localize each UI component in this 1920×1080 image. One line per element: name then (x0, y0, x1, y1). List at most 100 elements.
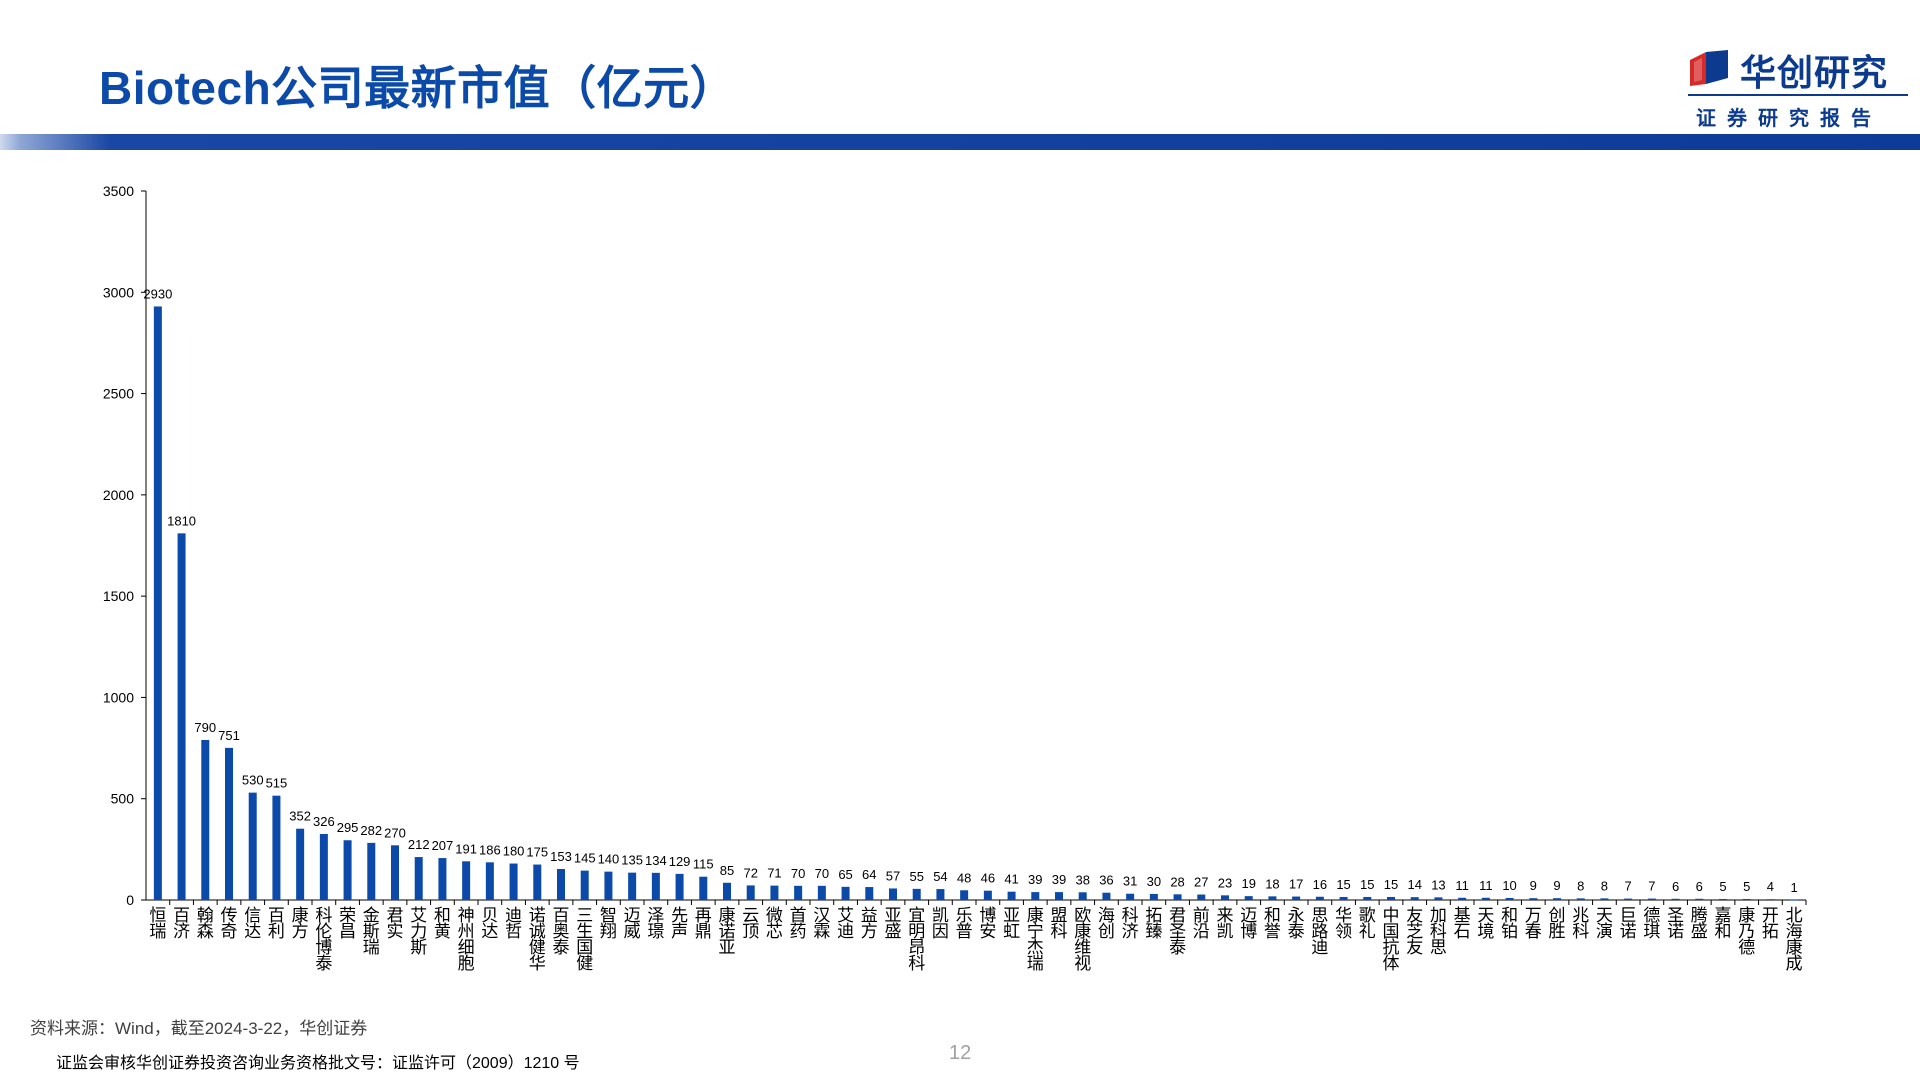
bar (1529, 898, 1538, 900)
bar (1315, 896, 1324, 900)
bar (746, 885, 755, 900)
value-label: 85 (720, 863, 734, 878)
category-label: 迪哲 (505, 906, 522, 941)
category-label: 益方 (861, 906, 878, 941)
bar (1244, 896, 1253, 900)
category-label: 三生国健 (576, 906, 593, 973)
category-label: 嘉和 (1715, 906, 1732, 941)
bar (1268, 896, 1277, 900)
bar (1078, 892, 1087, 900)
value-label: 153 (550, 849, 572, 864)
value-label: 14 (1407, 877, 1421, 892)
value-label: 11 (1479, 878, 1493, 893)
bar (1695, 898, 1704, 900)
category-label: 圣诺 (1667, 906, 1684, 941)
category-label: 来凯 (1217, 906, 1234, 941)
value-label: 135 (621, 853, 643, 868)
value-label: 72 (743, 865, 757, 880)
value-label: 191 (455, 841, 477, 856)
value-label: 19 (1241, 876, 1255, 891)
bar (817, 885, 826, 900)
category-label: 泽璟 (647, 906, 664, 941)
bar (841, 886, 850, 900)
bar (1339, 896, 1348, 900)
bar (1126, 893, 1135, 900)
category-label: 亚虹 (1003, 906, 1020, 941)
bar (1647, 898, 1656, 900)
category-label: 翰森 (197, 906, 214, 941)
value-label: 11 (1455, 878, 1469, 893)
data-source-note: 资料来源：Wind，截至2024-3-22，华创证券 (30, 1019, 368, 1038)
category-label: 云顶 (742, 906, 759, 941)
bar (438, 858, 447, 900)
category-label: 百利 (268, 906, 285, 941)
value-label: 4 (1767, 879, 1774, 894)
value-label: 270 (384, 825, 406, 840)
category-label: 康宁杰瑞 (1027, 906, 1044, 973)
category-label: 凯因 (932, 906, 949, 941)
value-label: 27 (1194, 875, 1208, 890)
category-label: 德琪 (1643, 906, 1660, 941)
category-label: 北海康成 (1786, 906, 1803, 973)
bar (936, 889, 945, 900)
category-label: 贝达 (481, 906, 498, 941)
value-label: 17 (1289, 877, 1303, 892)
bar (889, 888, 897, 900)
category-label: 迈威 (624, 906, 641, 941)
bar (1790, 899, 1799, 901)
value-label: 8 (1601, 878, 1608, 893)
bar (1031, 892, 1040, 900)
bar (201, 739, 210, 900)
category-label: 再鼎 (695, 906, 712, 941)
bar (462, 861, 471, 900)
value-label: 18 (1265, 876, 1279, 891)
bar (794, 885, 803, 900)
category-label: 君实 (387, 906, 404, 941)
category-label: 万春 (1525, 906, 1542, 941)
bar-chart: 05001000150020002500300035002930恒瑞1810百济… (103, 183, 1807, 973)
logo-name: 华创研究 (1740, 52, 1889, 93)
category-label: 思路迪 (1311, 906, 1328, 957)
bar (1149, 893, 1158, 900)
bar (153, 306, 162, 901)
bar (1766, 899, 1775, 900)
category-label: 亚盛 (885, 906, 902, 941)
category-label: 乐普 (956, 906, 973, 941)
bar (1434, 897, 1443, 900)
bar (1410, 897, 1419, 900)
logo-divider (1688, 94, 1908, 96)
bar (960, 890, 969, 900)
bar (1292, 896, 1301, 900)
value-label: 129 (669, 854, 691, 869)
value-label: 115 (693, 857, 714, 872)
value-label: 7 (1648, 879, 1655, 894)
value-label: 30 (1147, 874, 1161, 889)
category-label: 汉霖 (813, 906, 830, 941)
category-label: 信达 (244, 906, 261, 941)
logo-cube-icon (1690, 50, 1728, 86)
bar (557, 869, 565, 900)
category-label: 科伦博泰 (315, 906, 332, 973)
bar (1007, 891, 1016, 900)
category-label: 先声 (671, 906, 688, 941)
value-label: 64 (862, 867, 876, 882)
bar (1197, 894, 1206, 900)
category-label: 和誉 (1264, 906, 1281, 941)
bar (177, 533, 186, 900)
bar (1576, 898, 1585, 900)
logo-subtitle: 证券研究报告 (1696, 106, 1882, 130)
value-label: 23 (1218, 875, 1232, 890)
category-label: 恒瑞 (149, 906, 166, 941)
value-label: 186 (479, 842, 501, 857)
value-label: 70 (791, 866, 805, 881)
category-label: 百济 (173, 906, 190, 941)
value-label: 790 (194, 720, 216, 735)
value-label: 140 (598, 852, 620, 867)
value-label: 9 (1553, 878, 1560, 893)
bar (770, 885, 779, 900)
value-label: 212 (408, 837, 430, 852)
bar (533, 864, 542, 900)
value-label: 5 (1719, 879, 1726, 894)
category-label: 天境 (1477, 906, 1494, 941)
category-label: 神州细胞 (458, 906, 475, 973)
